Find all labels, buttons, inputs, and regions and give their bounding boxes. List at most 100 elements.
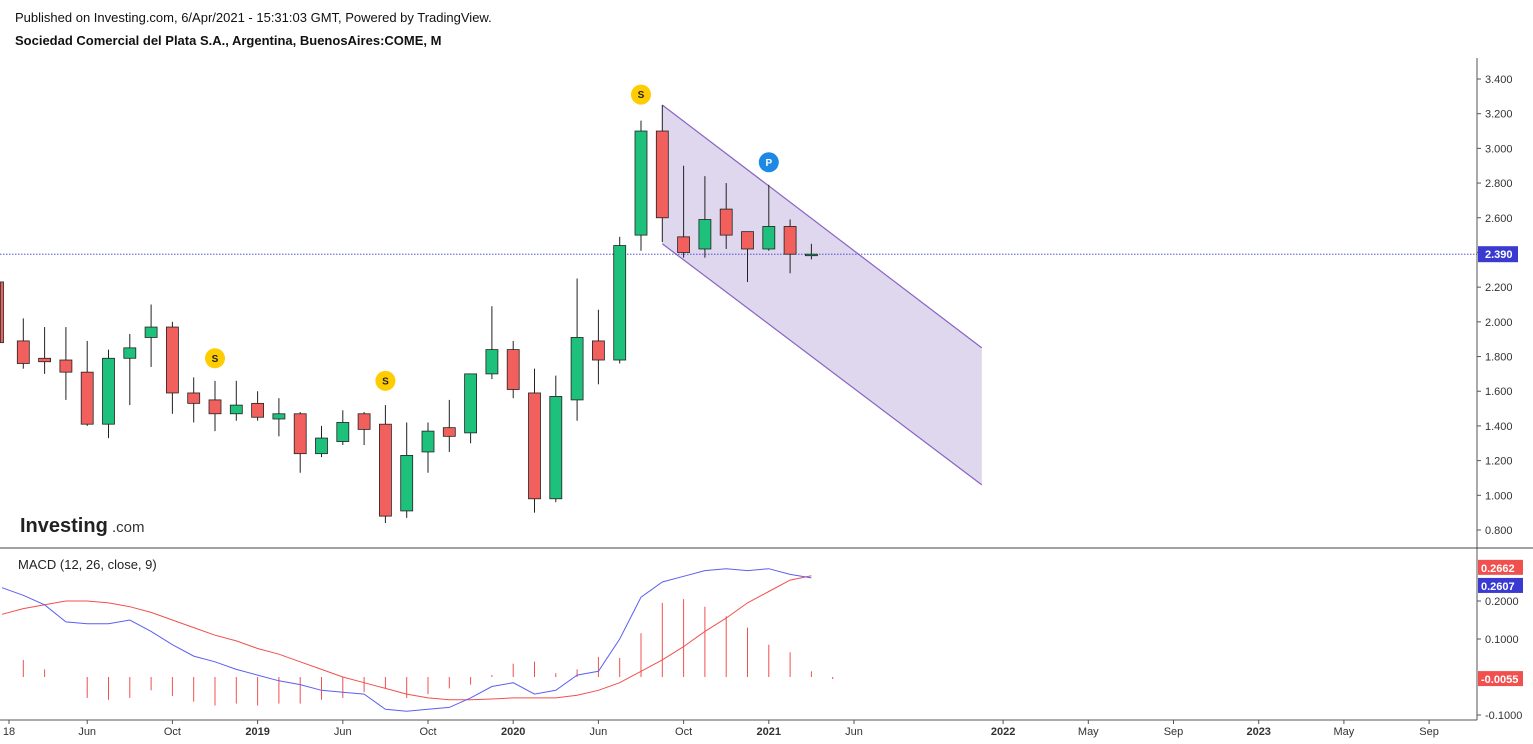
price-tick-label: 2.800	[1485, 178, 1513, 190]
candle-body	[208, 399, 222, 415]
price-tick-label: 3.000	[1485, 143, 1513, 155]
candle-body	[0, 281, 4, 344]
candle-body	[485, 349, 499, 375]
logo-word: Investing	[20, 515, 108, 537]
regression-channel[interactable]	[0, 104, 1477, 486]
candle	[442, 399, 456, 452]
time-tick-label: 2023	[1246, 726, 1270, 738]
candle	[400, 422, 414, 518]
marker-s[interactable]: S	[631, 84, 651, 105]
price-tick-label: 1.000	[1485, 490, 1513, 502]
marker-s[interactable]: S	[375, 370, 396, 391]
last-price-tag: 2.390	[1478, 246, 1518, 263]
macd-pane: 0.2000 0.1000 -0.1000 0.2662 0.2607 -0.0055	[1, 559, 1523, 722]
candle-body	[442, 427, 456, 437]
candle-body	[315, 437, 328, 455]
time-tick-label: Oct	[419, 726, 436, 738]
candle-body	[357, 413, 371, 430]
candle-body	[719, 208, 733, 236]
time-tick-label: 2022	[991, 726, 1015, 738]
channel-lower-line	[661, 243, 983, 486]
candle-body	[102, 357, 115, 425]
candle	[570, 278, 584, 421]
time-tick-label: Sep	[1419, 726, 1439, 738]
candle-body	[187, 392, 201, 404]
marker-circle	[631, 84, 651, 105]
candle	[123, 333, 137, 406]
candle-body	[528, 392, 541, 500]
macd-tag-bg	[1478, 559, 1523, 575]
candle	[378, 405, 392, 524]
macd-tag-text: 0.2607	[1481, 581, 1515, 593]
candle	[613, 236, 627, 364]
price-tick-label: 2.000	[1485, 317, 1513, 329]
candle	[272, 398, 286, 437]
price-tick-label: 1.800	[1485, 352, 1513, 364]
candle-body	[229, 404, 243, 415]
macd-tag-signal: 0.2662	[1478, 559, 1523, 575]
candle-body	[400, 455, 414, 512]
candle-body	[38, 357, 51, 363]
macd-tag-bg	[1478, 577, 1523, 593]
candle-body	[378, 423, 392, 517]
candle	[528, 368, 541, 513]
candle	[293, 412, 307, 473]
chart-title: Sociedad Comercial del Plata S.A., Argen…	[15, 33, 442, 48]
time-tick-label: Jun	[78, 726, 96, 738]
candle	[144, 304, 158, 367]
macd-tick-label: 0.2000	[1485, 596, 1519, 608]
candle	[421, 422, 435, 473]
candle	[634, 120, 648, 251]
candle	[229, 380, 243, 421]
event-markers[interactable]: S S S P	[205, 84, 779, 391]
time-tick-label: Oct	[675, 726, 692, 738]
candle	[741, 231, 754, 282]
candle	[655, 105, 669, 243]
time-tick-label: 2020	[501, 726, 525, 738]
candle-body	[655, 130, 669, 219]
candle-body	[464, 373, 478, 434]
candle	[485, 306, 499, 380]
candle-body	[165, 326, 179, 394]
candle	[719, 183, 733, 249]
candle-body	[421, 430, 435, 453]
candle	[549, 375, 563, 503]
candle-body	[698, 219, 712, 250]
candle	[16, 318, 30, 369]
candle-body	[783, 226, 797, 255]
candle	[592, 309, 605, 385]
marker-s[interactable]: S	[205, 348, 225, 369]
channel-fill	[662, 105, 982, 485]
price-tick-label: 0.800	[1485, 525, 1513, 537]
candle	[783, 219, 797, 274]
time-tick-label: Jun	[590, 726, 608, 738]
time-tick-label: 2021	[757, 726, 781, 738]
candle	[251, 391, 265, 421]
marker-circle	[205, 348, 225, 369]
candle	[357, 412, 371, 446]
candle	[336, 410, 350, 446]
logo-suffix: .com	[112, 519, 145, 536]
candle	[59, 327, 73, 400]
macd-tick-label: 0.1000	[1485, 634, 1519, 646]
candle-body	[59, 359, 73, 373]
investing-logo: Investing .com	[20, 515, 145, 537]
macd-tag-bg	[1478, 671, 1523, 687]
candle-body	[16, 340, 30, 364]
candle-body	[741, 231, 754, 250]
candle-body	[272, 413, 286, 420]
candle-body	[549, 396, 563, 500]
candle-body	[613, 245, 627, 361]
marker-p[interactable]: P	[758, 152, 779, 173]
macd-tag-hist: -0.0055	[1478, 671, 1523, 687]
time-tick-label: Jun	[845, 726, 863, 738]
time-tick-label: 18	[3, 726, 15, 738]
time-tick-label: 2019	[245, 726, 269, 738]
price-tick-label: 3.400	[1485, 74, 1513, 86]
candles	[0, 105, 818, 524]
candle	[38, 327, 51, 374]
candle-body	[144, 326, 158, 338]
macd-line	[1, 568, 812, 712]
candle-body	[123, 347, 137, 359]
